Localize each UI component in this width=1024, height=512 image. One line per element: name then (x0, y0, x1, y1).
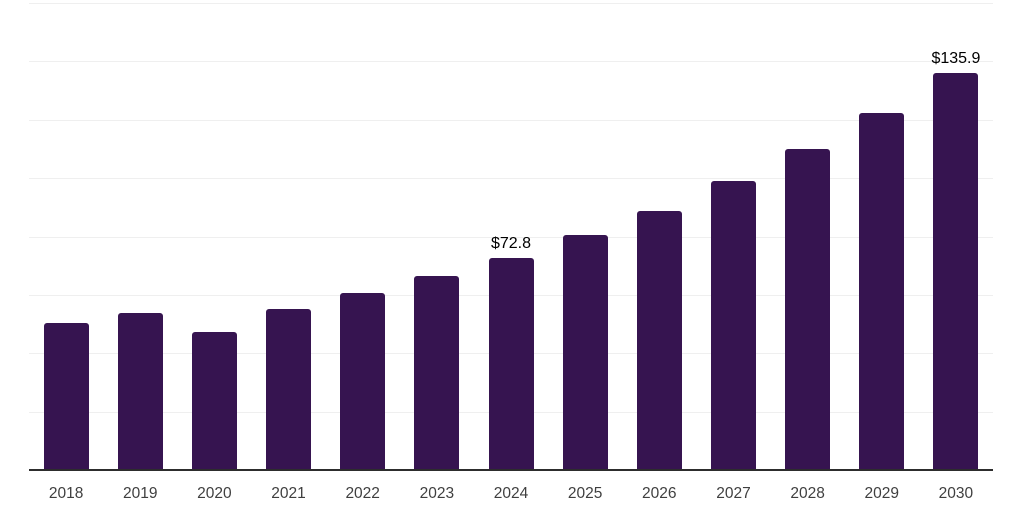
x-tick-2020: 2020 (197, 485, 232, 502)
x-tick-2025: 2025 (567, 485, 603, 502)
bar-value-label-2024: $72.8 (490, 234, 532, 252)
bar-2026 (636, 210, 682, 470)
gridline (29, 61, 993, 63)
bar-2020 (191, 331, 237, 470)
bar-2029 (859, 113, 905, 470)
x-tick-2030: 2030 (938, 485, 974, 502)
x-tick-2026: 2026 (642, 485, 677, 502)
bar-2028 (785, 148, 831, 470)
x-tick-2029: 2029 (864, 485, 899, 502)
bar-2022 (340, 292, 386, 470)
bar-2018 (43, 323, 89, 470)
bar-2030 (933, 73, 979, 470)
gridline (29, 119, 993, 121)
gridline (29, 178, 993, 180)
bar-2024 (488, 257, 534, 470)
x-tick-2022: 2022 (345, 485, 380, 502)
x-tick-2021: 2021 (271, 485, 306, 502)
bar-2019 (117, 312, 163, 470)
x-tick-2027: 2027 (716, 485, 751, 502)
x-tick-2019: 2019 (122, 485, 158, 502)
x-tick-2024: 2024 (493, 485, 529, 502)
x-tick-2018: 2018 (48, 485, 84, 502)
bar-2021 (266, 308, 312, 470)
gridline (29, 3, 993, 4)
bar-2027 (710, 181, 756, 470)
x-tick-2028: 2028 (790, 485, 825, 502)
bar-2025 (562, 235, 608, 470)
x-axis-line (29, 469, 993, 471)
bar-value-label-2030: $135.9 (931, 50, 981, 68)
x-tick-2023: 2023 (419, 485, 455, 502)
gridline (29, 236, 993, 238)
bar-2023 (414, 275, 460, 470)
